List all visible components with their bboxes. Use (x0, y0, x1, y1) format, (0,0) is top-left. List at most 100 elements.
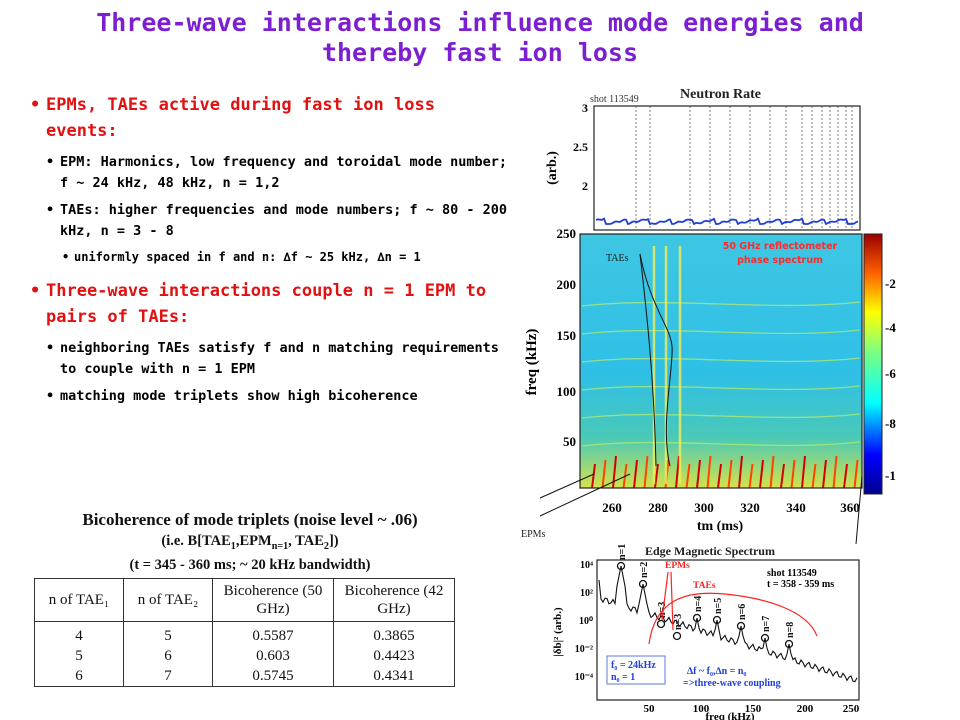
spectrogram-epm-streak (591, 463, 596, 489)
bicoherence-table: n of TAE₁ n of TAE₂ Bicoherence (50 GHz)… (34, 578, 455, 687)
edge-ylabel: |δb|² (arb.) (552, 607, 564, 657)
edge-mode-marker (692, 613, 702, 623)
spectrogram-taes-label: TAEs (606, 253, 629, 264)
edge-ytick: 10⁻⁴ (575, 672, 593, 683)
colorbar-tick: -8 (885, 416, 896, 431)
slide-title: Three-wave interactions influence mode e… (30, 8, 930, 68)
spectrogram-epm-streak (612, 455, 617, 489)
edge-taes-bracket (648, 592, 818, 645)
reflectometer-label-box: 50 GHz reflectometer phase spectrum (723, 241, 837, 266)
spectrogram-epm-streak (780, 463, 785, 489)
spectrogram-epm-streak (738, 455, 743, 489)
spectrogram-xtick: 260 (602, 500, 622, 515)
table-row: 4 5 0.5587 0.3865 (34, 621, 455, 646)
table-cell: 0.4341 (333, 666, 455, 687)
table-cell: 7 (123, 666, 213, 687)
spectrogram-xtick: 360 (840, 500, 860, 515)
spectrogram-epm-streak (675, 455, 680, 489)
table-cell: 0.603 (212, 646, 334, 666)
bicoherence-caption-line1: Bicoherence of mode triplets (noise leve… (82, 510, 418, 529)
bullet-taes: TAEs: higher frequencies and mode number… (30, 200, 508, 242)
spectrogram-epms-label: EPMs (521, 529, 546, 540)
edge-ytick: 10⁰ (579, 616, 593, 627)
spectrogram-epm-streak (727, 459, 733, 489)
edge-xlabel: freq (kHz) (706, 711, 755, 720)
spectrogram-ytick: 150 (557, 328, 577, 343)
edge-mode-label: n=5 (713, 598, 724, 614)
spectrogram-xtick: 340 (786, 500, 806, 515)
neutron-ytick: 3 (582, 101, 588, 115)
spectrogram-epm-streak (706, 455, 712, 489)
taes-annotation-curve (639, 253, 657, 467)
bullet-neighboring-taes: neighboring TAEs satisfy f and n matchin… (30, 338, 508, 380)
spectrogram-epm-streak (843, 463, 848, 489)
edge-mode-marker (638, 579, 648, 589)
neutron-ylabel: (arb.) (545, 151, 560, 185)
table-cell: 4 (34, 621, 124, 646)
coupling-label-2: =>three-wave coupling (683, 678, 781, 689)
edge-ytick: 10⁻² (575, 644, 593, 655)
table-row: 6 7 0.5745 0.4341 (34, 666, 455, 687)
spectrogram-epm-streak (696, 459, 701, 489)
f0-label: f₀ = 24kHz (611, 660, 656, 671)
spectrogram-xlabel: tm (ms) (697, 519, 744, 534)
neutron-plot-frame (593, 105, 861, 231)
colorbar-tick: -10 (885, 468, 896, 483)
table-cell: 0.3865 (333, 621, 455, 646)
edge-spectrum-curve (598, 565, 858, 683)
bicoherence-caption-line2: (i.e. B[TAE1,EPMn=1, TAE2]) (161, 533, 339, 552)
spectrogram-epm-streak (717, 463, 722, 489)
spectrogram-epm-streak (801, 455, 806, 489)
spectrogram-ylabel: freq (kHz) (524, 329, 540, 396)
edge-mode-markers (616, 561, 794, 649)
table-cell: 0.5587 (212, 621, 334, 646)
spectrogram-ytick: 250 (557, 226, 577, 241)
bullet-bicoherence: matching mode triplets show high bicoher… (30, 386, 508, 407)
edge-xtick: 50 (644, 703, 656, 715)
edge-ytick: 10⁴ (580, 560, 593, 571)
table-row: 5 6 0.603 0.4423 (34, 646, 455, 666)
edge-xtick: 250 (843, 703, 860, 715)
spectrogram-xtick: 300 (694, 500, 714, 515)
edge-mode-marker (784, 639, 794, 649)
epms-pointer (539, 473, 595, 499)
f0-box (606, 655, 666, 685)
table-header-row: n of TAE₁ n of TAE₂ Bicoherence (50 GHz)… (34, 578, 455, 622)
spectrogram-ytick: 100 (557, 384, 577, 399)
title-line-1: Three-wave interactions influence mode e… (96, 8, 864, 37)
table-cell: 6 (34, 666, 124, 687)
table-cell: 5 (34, 646, 124, 666)
spectrogram-tae-band (581, 385, 861, 391)
edge-mode-label: n=1 (617, 544, 628, 560)
edge-xtick: 150 (745, 703, 762, 715)
spectrogram-tae-band (581, 301, 861, 307)
edge-mode-marker (672, 631, 682, 641)
spectrogram-xtick: 280 (648, 500, 668, 515)
spectrogram-epm-streak (759, 459, 764, 489)
spectrogram-xtick: 320 (740, 500, 760, 515)
table-cell: 6 (123, 646, 213, 666)
bullet-three-wave: Three-wave interactions couple n = 1 EPM… (30, 278, 508, 330)
colorbar-tick: -2 (885, 276, 896, 291)
table-cell: 5 (123, 621, 213, 646)
spectrogram-tae-band (581, 357, 861, 363)
neutron-event-lines (635, 106, 853, 230)
table-cell: 0.4423 (333, 646, 455, 666)
colorbar-tick: -4 (885, 320, 896, 335)
edge-mode-label: n=4 (693, 596, 704, 612)
coupling-label-1: ∆f ~ f₀,∆n = n₀ (687, 666, 746, 677)
spectrogram-tae-band (581, 329, 861, 335)
spectrogram-epm-streak (822, 459, 827, 489)
bullet-uniform-spacing: uniformly spaced in f and n: ∆f ~ 25 kHz… (30, 248, 508, 266)
edge-mode-marker (616, 561, 626, 571)
bullet-epm: EPM: Harmonics, low frequency and toroid… (30, 152, 508, 194)
bullet-epms-taes: EPMs, TAEs active during fast ion loss e… (30, 92, 508, 144)
spectrogram-epm-streak (811, 463, 817, 489)
colorbar-tick: -6 (885, 366, 896, 381)
edge-shot-label: shot 113549 (767, 568, 817, 579)
edge-mode-label: n=6 (737, 604, 748, 620)
edge-taes-label: TAEs (693, 581, 716, 591)
spectrogram-frame (579, 233, 863, 489)
spectrogram-mode-lines (581, 246, 861, 489)
edge-epms-arrows (661, 571, 674, 631)
